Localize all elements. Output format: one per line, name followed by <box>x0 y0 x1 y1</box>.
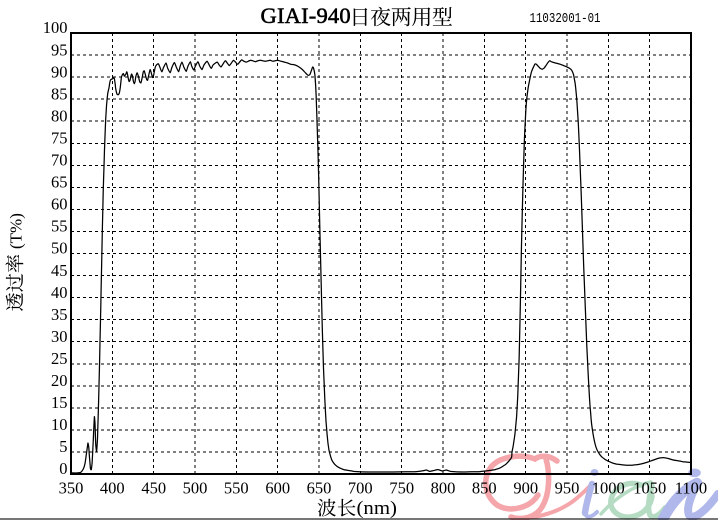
svg-text:GIAI-940: GIAI-940 <box>261 3 351 28</box>
svg-text:950: 950 <box>555 479 580 498</box>
svg-text:800: 800 <box>431 479 456 498</box>
svg-text:600: 600 <box>265 479 290 498</box>
svg-text:60: 60 <box>51 195 68 214</box>
svg-text:50: 50 <box>51 239 68 258</box>
svg-text:45: 45 <box>51 261 68 280</box>
svg-text:(nm): (nm) <box>357 498 398 519</box>
svg-text:550: 550 <box>224 479 249 498</box>
svg-text:35: 35 <box>51 305 68 324</box>
svg-text:80: 80 <box>51 106 68 125</box>
svg-text:0: 0 <box>59 459 67 478</box>
svg-text:25: 25 <box>51 349 68 368</box>
svg-text:450: 450 <box>141 479 166 498</box>
svg-text:650: 650 <box>307 479 332 498</box>
svg-text:900: 900 <box>513 479 538 498</box>
svg-text:400: 400 <box>100 479 125 498</box>
svg-text:20: 20 <box>51 371 68 390</box>
svg-text:75: 75 <box>51 128 68 147</box>
svg-text:30: 30 <box>51 327 68 346</box>
svg-text:(T%): (T%) <box>7 213 26 249</box>
svg-text:65: 65 <box>51 173 68 192</box>
svg-text:85: 85 <box>51 84 68 103</box>
svg-text:750: 750 <box>389 479 414 498</box>
svg-text:15: 15 <box>51 393 68 412</box>
svg-text:11032001-01: 11032001-01 <box>530 11 601 27</box>
svg-text:500: 500 <box>183 479 208 498</box>
svg-text:100: 100 <box>43 18 68 37</box>
svg-text:55: 55 <box>51 217 68 236</box>
svg-text:70: 70 <box>51 151 68 170</box>
svg-text:10: 10 <box>51 415 68 434</box>
svg-text:40: 40 <box>51 283 68 302</box>
svg-text:95: 95 <box>51 40 68 59</box>
svg-text:90: 90 <box>51 62 68 81</box>
svg-text:5: 5 <box>59 437 67 456</box>
svg-text:350: 350 <box>59 479 84 498</box>
svg-text:700: 700 <box>348 479 373 498</box>
